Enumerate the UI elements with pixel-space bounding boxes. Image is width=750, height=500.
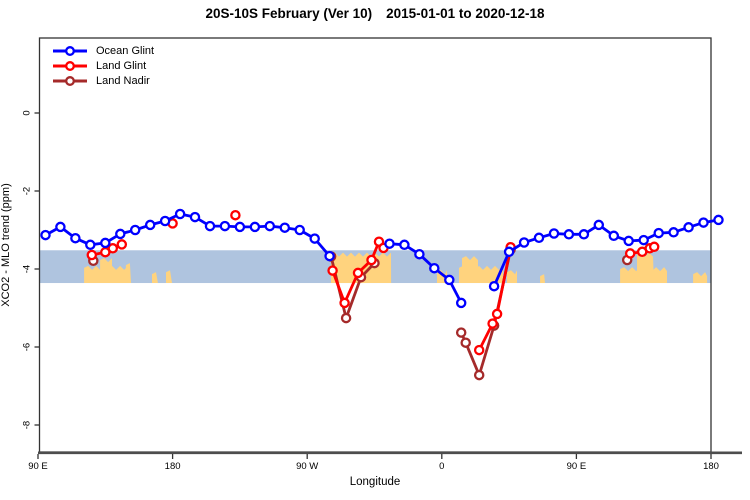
data-point-land-nadir [473,369,485,381]
legend-marker-icon [53,46,87,56]
map-band-land-patch [693,272,708,284]
data-point-ocean-glint [548,228,560,239]
x-axis-label: Longitude [349,476,401,488]
legend-label: Ocean Glint [96,45,155,57]
data-point-ocean-glint [309,233,320,244]
data-point-ocean-glint [234,221,246,233]
data-point-ocean-glint [204,220,216,232]
data-point-ocean-glint [174,208,186,220]
data-point-ocean-glint [414,248,425,260]
data-point-land-nadir [340,312,352,324]
data-point-land-glint [366,254,377,266]
data-point-ocean-glint [189,211,201,223]
series-line-ocean-glint [44,212,331,258]
map-band-land-patch [462,256,478,284]
data-point-ocean-glint [249,221,261,233]
data-point-land-glint [116,239,128,250]
data-point-ocean-glint [399,239,410,251]
data-point-ocean-glint [533,232,545,244]
data-point-ocean-glint [455,297,467,309]
data-point-ocean-glint [653,227,664,239]
data-point-ocean-glint [264,220,276,232]
x-tick-label: 90 W [296,461,318,472]
data-point-ocean-glint [129,224,141,236]
chart-title: 20S-10S February (Ver 10) 2015-01-01 to 2… [0,6,750,21]
map-band-land-patch [507,270,517,284]
data-point-land-nadir [460,337,471,348]
data-point-land-glint [491,308,503,320]
x-tick-label: 90 E [567,461,587,472]
data-point-land-glint [487,318,498,329]
map-band-land-patch [100,258,112,284]
map-band-land-patch [152,272,158,284]
data-point-ocean-glint [593,219,605,231]
data-point-ocean-glint [100,237,111,249]
legend-marker-icon [53,61,87,71]
data-point-ocean-glint [578,229,590,240]
data-point-ocean-glint [324,250,335,262]
x-tick-label: 180 [165,461,181,472]
x-tick-label: 90 E [28,461,48,472]
data-point-land-glint [107,243,119,254]
data-point-land-nadir [455,327,467,338]
data-point-ocean-glint [55,221,66,233]
data-point-ocean-glint [384,238,395,249]
data-point-ocean-glint [429,262,440,274]
data-point-ocean-glint [713,214,724,226]
data-point-ocean-glint [40,229,51,241]
data-point-ocean-glint [219,220,231,232]
data-point-land-glint [352,267,364,279]
data-point-ocean-glint [159,215,171,227]
legend-marker-icon [53,76,87,86]
data-point-ocean-glint [668,227,679,238]
x-tick-label: 180 [703,461,719,472]
data-point-land-glint [327,265,338,276]
data-point-ocean-glint [70,232,81,244]
data-point-ocean-glint [563,229,575,240]
data-point-ocean-glint [294,224,305,236]
legend-label: Land Nadir [96,75,150,87]
y-tick-label: 0 [22,110,33,115]
y-tick-label: -4 [22,265,33,273]
series-line-land-glint [477,246,512,351]
data-point-land-glint [624,248,636,259]
data-point-land-glint [648,241,660,253]
x-tick-label: 0 [439,461,444,472]
map-band-land-patch [125,263,131,284]
data-point-ocean-glint [608,230,620,242]
y-tick-label: -2 [22,187,33,195]
chart-title-region: 20S-10S February (Ver 10) [205,6,373,21]
legend-label: Land Glint [96,60,147,72]
data-point-ocean-glint [623,235,634,247]
data-point-ocean-glint [683,222,694,233]
data-point-land-glint [339,297,350,309]
chart-title-dates: 2015-01-01 to 2020-12-18 [386,6,545,21]
data-point-ocean-glint [503,246,515,258]
data-point-ocean-glint [85,239,96,251]
legend-item-ocean-glint: Ocean Glint [52,44,154,58]
map-band-land-patch [166,270,172,284]
data-point-land-glint [230,209,241,221]
y-tick-label: -8 [22,421,33,429]
data-point-ocean-glint [488,280,500,292]
y-axis-label: XCO2 - MLO trend (ppm) [0,183,12,307]
y-tick-label: -6 [22,343,33,351]
data-point-land-glint [473,344,485,356]
series-line-ocean-glint [492,218,719,287]
data-point-ocean-glint [698,217,709,228]
data-point-ocean-glint [144,219,156,231]
data-point-ocean-glint [444,274,455,286]
legend: Ocean Glint Land Glint Land Nadir [52,44,154,88]
data-point-land-glint [86,249,98,261]
legend-item-land-glint: Land Glint [52,59,154,73]
data-point-ocean-glint [638,234,649,246]
data-point-ocean-glint [518,237,530,248]
map-band-land-patch [540,274,545,284]
data-point-ocean-glint [115,228,126,240]
data-point-ocean-glint [279,222,291,233]
map-band-land-patch [637,252,654,284]
legend-item-land-nadir: Land Nadir [52,74,154,88]
